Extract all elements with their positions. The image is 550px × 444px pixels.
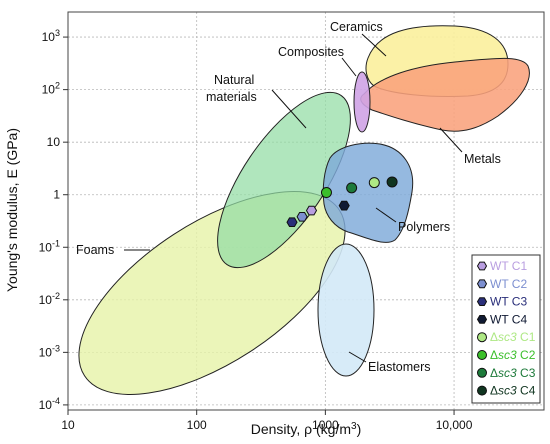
y-tick-label: 10-3	[39, 343, 60, 359]
region-leader-lines	[124, 33, 463, 363]
data-point	[346, 182, 358, 194]
legend-label: Δsc3 C1	[490, 330, 536, 344]
legend-label: WT C4	[490, 312, 527, 326]
data-points	[286, 176, 398, 227]
y-tick-label: 10-1	[39, 238, 60, 254]
region-label-natural-materials-line2: materials	[206, 90, 257, 104]
legend-label: WT C2	[490, 277, 527, 291]
legend-marker	[477, 385, 487, 396]
legend-marker	[477, 367, 487, 378]
y-tick-label: 103	[42, 28, 60, 44]
region-label-natural-materials-line1: Natural	[214, 73, 254, 87]
region-label-composites: Composites	[278, 45, 344, 59]
x-tick-label: 100	[187, 418, 207, 432]
legend-label: Δsc3 C4	[490, 384, 536, 398]
legend-marker	[476, 279, 488, 289]
x-tick-label: 1000	[312, 418, 339, 432]
region-label-ceramics: Ceramics	[330, 20, 383, 34]
legend-label: WT C1	[490, 259, 527, 273]
legend-marker	[477, 350, 487, 360]
legend-marker	[476, 261, 488, 271]
legend: WT C1 WT C2 WT C3 WT C4 Δsc3 C1 Δsc3 C2 Δsc3 C…	[471, 254, 541, 404]
region-composites	[353, 71, 371, 133]
leader-elastomers	[348, 351, 367, 363]
data-point	[286, 217, 298, 227]
data-point	[338, 200, 350, 211]
data-point	[386, 176, 398, 188]
region-label-foams: Foams	[76, 243, 114, 257]
x-axis-ticks: 10 100 1000 10,000	[61, 410, 473, 432]
y-axis-title: Young's modulus, E (GPa)	[4, 128, 20, 292]
leader-composites	[341, 57, 357, 77]
legend-items: WT C1 WT C2 WT C3 WT C4 Δsc3 C1 Δsc3 C2 Δsc3 C…	[476, 259, 536, 398]
legend-marker	[476, 297, 488, 306]
region-natural-materials	[217, 91, 351, 269]
legend-label: Δsc3 C2	[490, 348, 536, 362]
data-point	[305, 205, 318, 216]
x-axis-title: Density, ρ (kg/m3)	[251, 421, 362, 437]
data-point	[320, 187, 332, 199]
region-metals	[360, 57, 530, 132]
x-tick-label: 10	[61, 418, 75, 432]
legend-label: WT C3	[490, 295, 527, 309]
leader-polymers	[375, 207, 397, 223]
material-regions	[78, 25, 530, 395]
leader-ceramics	[361, 33, 387, 57]
region-label-polymers: Polymers	[398, 220, 450, 234]
legend-label: Δsc3 C3	[490, 366, 536, 380]
y-tick-label: 1	[53, 188, 60, 202]
y-axis-ticks: 10-4 10-3 10-2 10-1 1 10 102 103	[39, 28, 68, 412]
legend-marker	[477, 332, 487, 343]
region-label-metals: Metals	[464, 152, 501, 166]
region-label-elastomers: Elastomers	[368, 360, 431, 374]
data-point	[296, 212, 308, 222]
legend-marker	[476, 315, 488, 324]
data-point	[368, 177, 380, 189]
y-tick-label: 10-4	[39, 396, 60, 412]
region-elastomers	[317, 243, 375, 377]
region-labels: Foams Natural materials Polymers Elastom…	[76, 20, 501, 374]
leader-metals	[439, 127, 463, 153]
x-tick-label: 10,000	[436, 418, 473, 432]
plot-frame	[67, 11, 545, 411]
leader-natural-materials	[271, 89, 307, 129]
y-tick-label: 10-2	[39, 291, 60, 307]
y-tick-label: 102	[42, 81, 60, 97]
y-tick-label: 10	[47, 135, 61, 149]
